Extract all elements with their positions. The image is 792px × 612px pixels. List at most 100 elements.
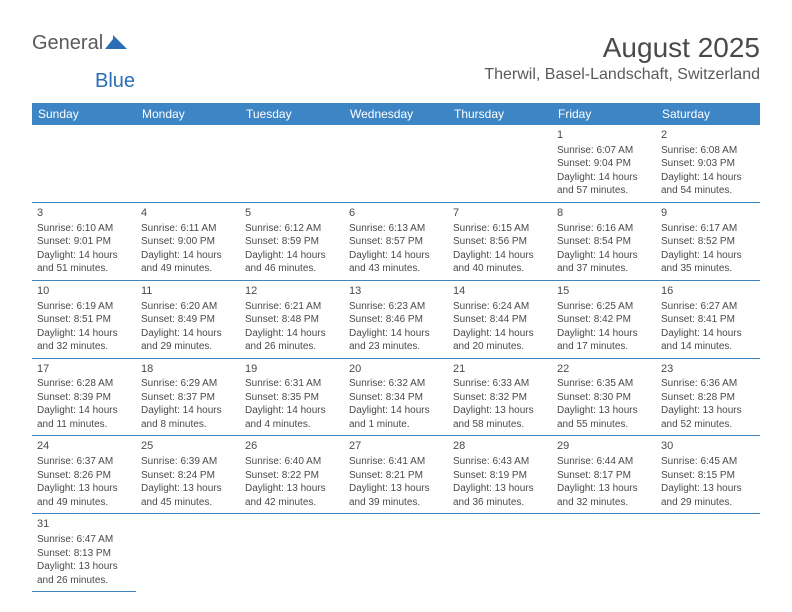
calendar-cell: 23Sunrise: 6:36 AMSunset: 8:28 PMDayligh… <box>656 358 760 436</box>
weekday-header: Thursday <box>448 103 552 125</box>
sunset-text: Sunset: 8:52 PM <box>661 235 755 249</box>
day-number: 21 <box>453 362 547 377</box>
sunrise-text: Sunrise: 6:07 AM <box>557 144 651 158</box>
day-number: 3 <box>37 206 131 221</box>
calendar-cell: 8Sunrise: 6:16 AMSunset: 8:54 PMDaylight… <box>552 202 656 280</box>
day-number: 29 <box>557 439 651 454</box>
daylight-text: Daylight: 13 hours and 52 minutes. <box>661 404 755 431</box>
weekday-header: Tuesday <box>240 103 344 125</box>
sunset-text: Sunset: 8:21 PM <box>349 469 443 483</box>
calendar-cell <box>32 125 136 202</box>
daylight-text: Daylight: 14 hours and 35 minutes. <box>661 249 755 276</box>
calendar-cell: 11Sunrise: 6:20 AMSunset: 8:49 PMDayligh… <box>136 280 240 358</box>
calendar-cell: 20Sunrise: 6:32 AMSunset: 8:34 PMDayligh… <box>344 358 448 436</box>
sunset-text: Sunset: 8:28 PM <box>661 391 755 405</box>
sunrise-text: Sunrise: 6:37 AM <box>37 455 131 469</box>
sunset-text: Sunset: 8:46 PM <box>349 313 443 327</box>
calendar-cell: 15Sunrise: 6:25 AMSunset: 8:42 PMDayligh… <box>552 280 656 358</box>
day-number: 23 <box>661 362 755 377</box>
weekday-header: Saturday <box>656 103 760 125</box>
daylight-text: Daylight: 14 hours and 17 minutes. <box>557 327 651 354</box>
day-number: 2 <box>661 128 755 143</box>
sunrise-text: Sunrise: 6:29 AM <box>141 377 235 391</box>
calendar-cell: 31Sunrise: 6:47 AMSunset: 8:13 PMDayligh… <box>32 514 136 592</box>
sunset-text: Sunset: 8:41 PM <box>661 313 755 327</box>
day-number: 12 <box>245 284 339 299</box>
calendar-cell: 2Sunrise: 6:08 AMSunset: 9:03 PMDaylight… <box>656 125 760 202</box>
calendar-cell: 18Sunrise: 6:29 AMSunset: 8:37 PMDayligh… <box>136 358 240 436</box>
sunrise-text: Sunrise: 6:45 AM <box>661 455 755 469</box>
month-title: August 2025 <box>484 32 760 64</box>
sunrise-text: Sunrise: 6:47 AM <box>37 533 131 547</box>
sunrise-text: Sunrise: 6:11 AM <box>141 222 235 236</box>
calendar-cell: 28Sunrise: 6:43 AMSunset: 8:19 PMDayligh… <box>448 436 552 514</box>
calendar-cell: 25Sunrise: 6:39 AMSunset: 8:24 PMDayligh… <box>136 436 240 514</box>
calendar-cell <box>552 514 656 592</box>
day-number: 30 <box>661 439 755 454</box>
calendar-body: 1Sunrise: 6:07 AMSunset: 9:04 PMDaylight… <box>32 125 760 592</box>
sunset-text: Sunset: 8:34 PM <box>349 391 443 405</box>
daylight-text: Daylight: 14 hours and 57 minutes. <box>557 171 651 198</box>
sunset-text: Sunset: 8:30 PM <box>557 391 651 405</box>
calendar-cell: 4Sunrise: 6:11 AMSunset: 9:00 PMDaylight… <box>136 202 240 280</box>
weekday-header: Wednesday <box>344 103 448 125</box>
daylight-text: Daylight: 14 hours and 23 minutes. <box>349 327 443 354</box>
calendar-cell <box>448 125 552 202</box>
calendar-cell: 3Sunrise: 6:10 AMSunset: 9:01 PMDaylight… <box>32 202 136 280</box>
daylight-text: Daylight: 14 hours and 14 minutes. <box>661 327 755 354</box>
sunrise-text: Sunrise: 6:27 AM <box>661 300 755 314</box>
sunset-text: Sunset: 9:01 PM <box>37 235 131 249</box>
sunset-text: Sunset: 8:15 PM <box>661 469 755 483</box>
sunrise-text: Sunrise: 6:43 AM <box>453 455 547 469</box>
daylight-text: Daylight: 14 hours and 29 minutes. <box>141 327 235 354</box>
sunset-text: Sunset: 8:32 PM <box>453 391 547 405</box>
daylight-text: Daylight: 14 hours and 54 minutes. <box>661 171 755 198</box>
day-number: 10 <box>37 284 131 299</box>
sunset-text: Sunset: 9:00 PM <box>141 235 235 249</box>
daylight-text: Daylight: 14 hours and 11 minutes. <box>37 404 131 431</box>
sunset-text: Sunset: 9:04 PM <box>557 157 651 171</box>
calendar-cell: 24Sunrise: 6:37 AMSunset: 8:26 PMDayligh… <box>32 436 136 514</box>
daylight-text: Daylight: 13 hours and 36 minutes. <box>453 482 547 509</box>
calendar-cell: 26Sunrise: 6:40 AMSunset: 8:22 PMDayligh… <box>240 436 344 514</box>
sunrise-text: Sunrise: 6:28 AM <box>37 377 131 391</box>
day-number: 6 <box>349 206 443 221</box>
calendar-cell <box>136 514 240 592</box>
sunrise-text: Sunrise: 6:21 AM <box>245 300 339 314</box>
sunset-text: Sunset: 8:44 PM <box>453 313 547 327</box>
daylight-text: Daylight: 14 hours and 40 minutes. <box>453 249 547 276</box>
sunrise-text: Sunrise: 6:10 AM <box>37 222 131 236</box>
calendar-cell: 9Sunrise: 6:17 AMSunset: 8:52 PMDaylight… <box>656 202 760 280</box>
calendar-cell: 10Sunrise: 6:19 AMSunset: 8:51 PMDayligh… <box>32 280 136 358</box>
daylight-text: Daylight: 14 hours and 46 minutes. <box>245 249 339 276</box>
weekday-header: Friday <box>552 103 656 125</box>
day-number: 4 <box>141 206 235 221</box>
calendar-cell: 27Sunrise: 6:41 AMSunset: 8:21 PMDayligh… <box>344 436 448 514</box>
calendar-cell: 7Sunrise: 6:15 AMSunset: 8:56 PMDaylight… <box>448 202 552 280</box>
daylight-text: Daylight: 13 hours and 45 minutes. <box>141 482 235 509</box>
sunrise-text: Sunrise: 6:32 AM <box>349 377 443 391</box>
sunrise-text: Sunrise: 6:39 AM <box>141 455 235 469</box>
calendar-cell: 17Sunrise: 6:28 AMSunset: 8:39 PMDayligh… <box>32 358 136 436</box>
logo-blue: Blue <box>95 70 792 93</box>
day-number: 9 <box>661 206 755 221</box>
sunset-text: Sunset: 8:19 PM <box>453 469 547 483</box>
weekday-header: Sunday <box>32 103 136 125</box>
calendar-cell: 21Sunrise: 6:33 AMSunset: 8:32 PMDayligh… <box>448 358 552 436</box>
weekday-header-row: Sunday Monday Tuesday Wednesday Thursday… <box>32 103 760 125</box>
sunrise-text: Sunrise: 6:31 AM <box>245 377 339 391</box>
sunset-text: Sunset: 8:13 PM <box>37 547 131 561</box>
sunrise-text: Sunrise: 6:12 AM <box>245 222 339 236</box>
calendar-cell <box>344 514 448 592</box>
day-number: 24 <box>37 439 131 454</box>
sunset-text: Sunset: 8:56 PM <box>453 235 547 249</box>
sunrise-text: Sunrise: 6:35 AM <box>557 377 651 391</box>
day-number: 26 <box>245 439 339 454</box>
day-number: 18 <box>141 362 235 377</box>
daylight-text: Daylight: 13 hours and 49 minutes. <box>37 482 131 509</box>
daylight-text: Daylight: 13 hours and 42 minutes. <box>245 482 339 509</box>
calendar-cell <box>136 125 240 202</box>
sunrise-text: Sunrise: 6:15 AM <box>453 222 547 236</box>
day-number: 27 <box>349 439 443 454</box>
calendar-row: 24Sunrise: 6:37 AMSunset: 8:26 PMDayligh… <box>32 436 760 514</box>
